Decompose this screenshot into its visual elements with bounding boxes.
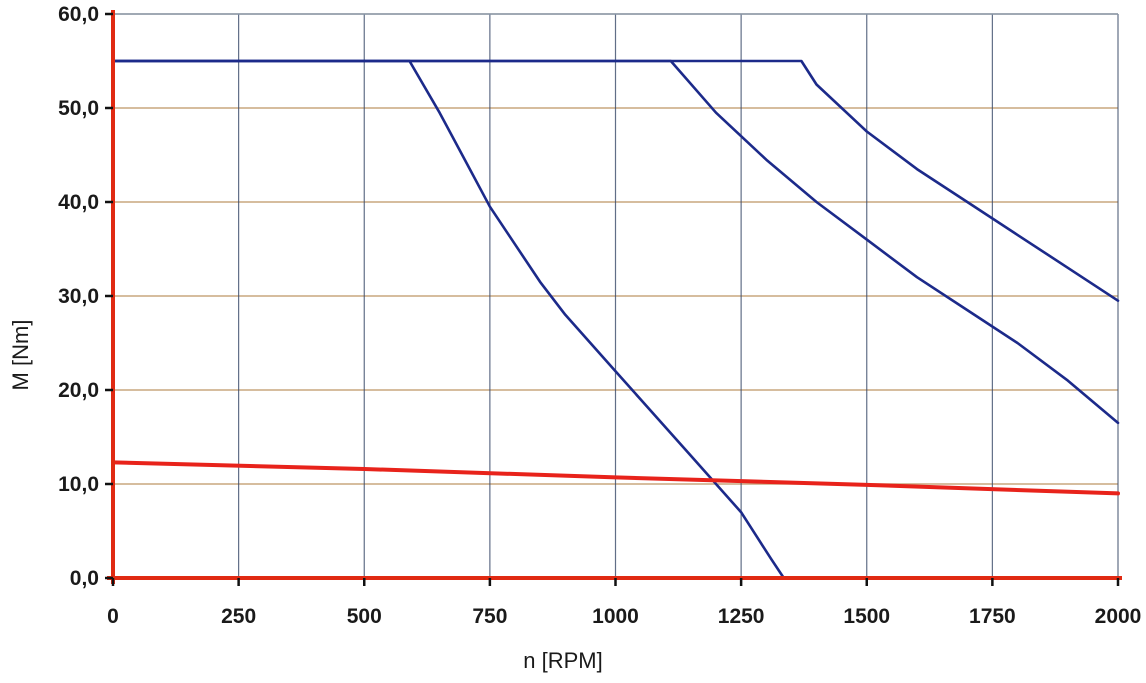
series-line-2 — [111, 59, 1120, 425]
x-tick-label: 0 — [107, 605, 119, 628]
y-tick-label: 30,0 — [58, 285, 99, 308]
y-tick-label: 60,0 — [58, 3, 99, 26]
y-tick-label: 50,0 — [58, 97, 99, 120]
x-tick-label: 1750 — [969, 605, 1016, 628]
x-tick-label: 250 — [221, 605, 256, 628]
x-tick-label: 1000 — [592, 605, 639, 628]
x-tick-label: 750 — [472, 605, 507, 628]
series-group — [111, 59, 1120, 580]
x-tick-label: 1250 — [718, 605, 765, 628]
y-tick-label: 40,0 — [58, 191, 99, 214]
x-axis-title: n [RPM] — [523, 648, 602, 673]
grid — [113, 13, 1119, 578]
axes — [105, 10, 1122, 586]
y-axis-title: M [Nm] — [8, 320, 33, 391]
series-line-1 — [111, 59, 786, 580]
x-tick-label: 500 — [347, 605, 382, 628]
x-tick-label: 1500 — [843, 605, 890, 628]
series-line-4 — [111, 460, 1120, 496]
tick-labels: 0,0 10,0 20,0 30,0 40,0 50,0 60,0 0 250 500 750 100… — [58, 3, 1141, 628]
y-tick-label: 20,0 — [58, 379, 99, 402]
x-tick-label: 2000 — [1095, 605, 1142, 628]
y-tick-label: 10,0 — [58, 473, 99, 496]
series-line-3 — [111, 59, 1120, 303]
y-tick-label: 0,0 — [70, 567, 99, 590]
